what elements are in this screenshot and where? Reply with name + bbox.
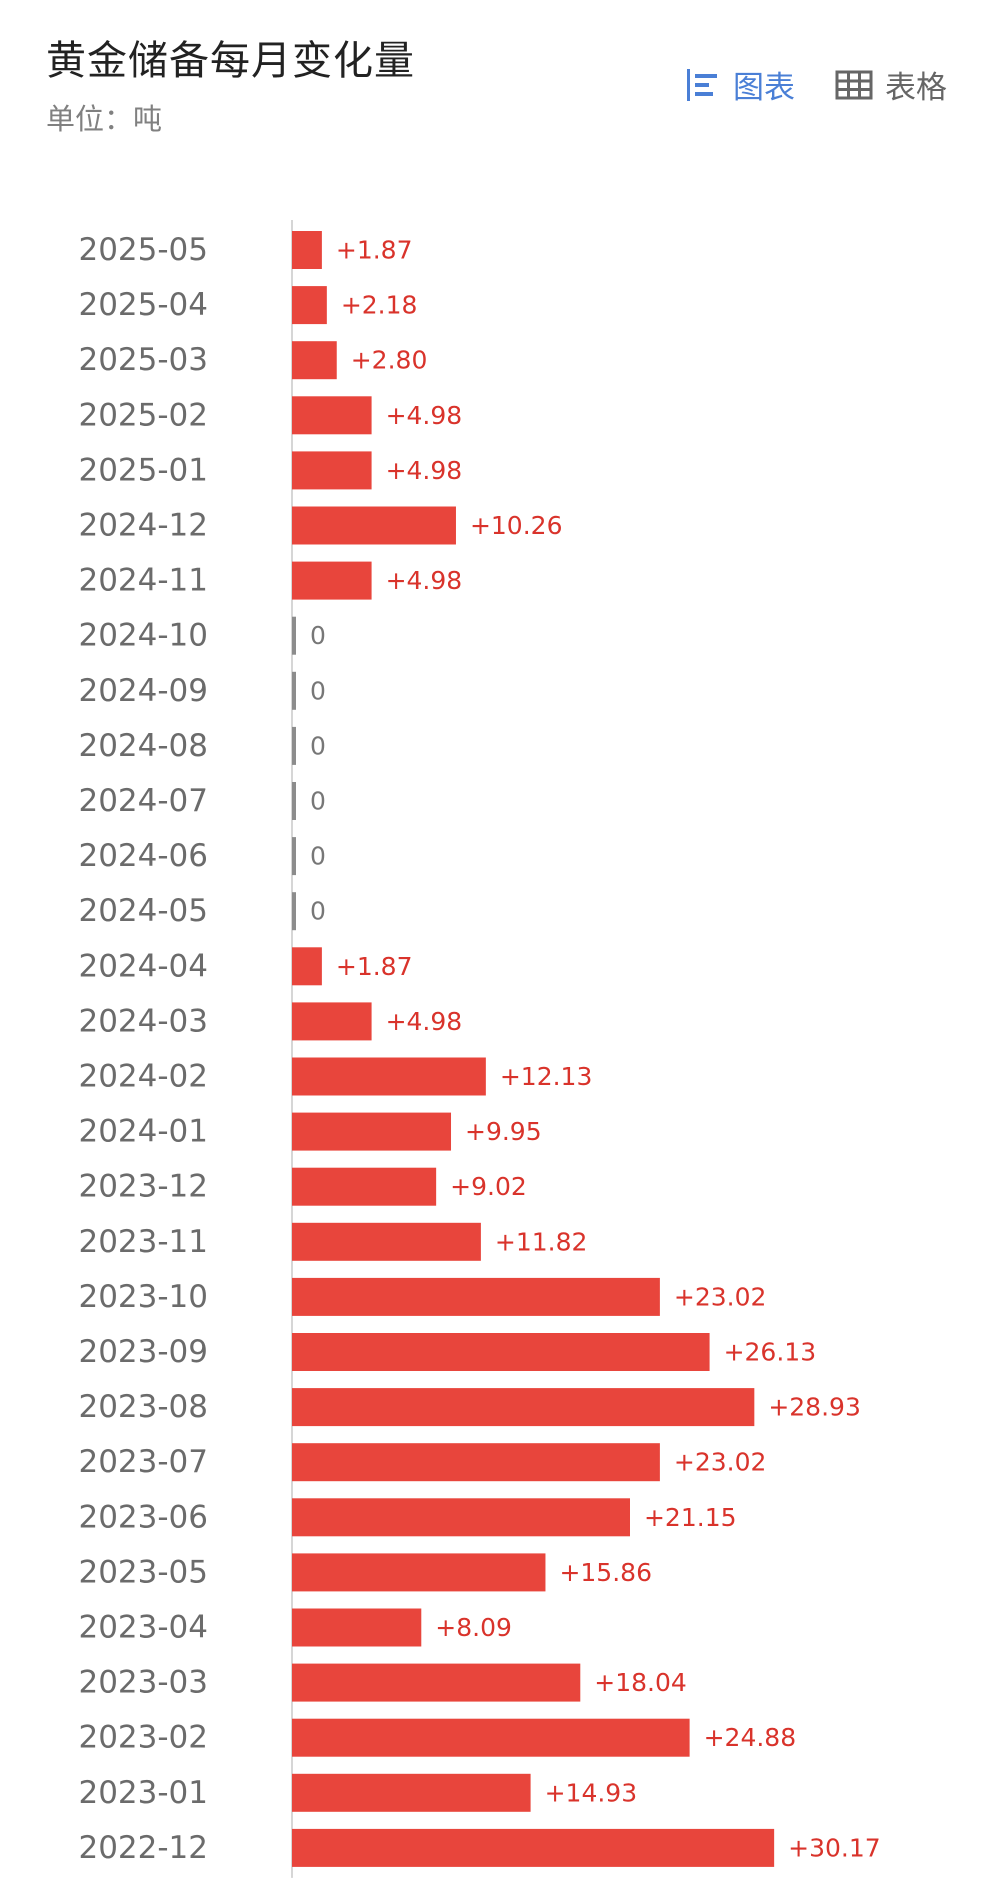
category-label: 2023-05	[78, 1554, 208, 1590]
category-label: 2022-12	[78, 1830, 208, 1866]
category-label: 2025-01	[78, 452, 208, 488]
value-label: +2.80	[351, 346, 428, 375]
value-label: +14.93	[545, 1778, 638, 1807]
value-label: +30.17	[788, 1833, 881, 1862]
value-label: 0	[310, 731, 326, 760]
value-label: +1.87	[336, 236, 413, 265]
bar	[292, 286, 327, 325]
value-label: 0	[310, 787, 326, 816]
bar	[292, 616, 296, 655]
bar	[292, 1718, 690, 1757]
bar	[292, 1773, 531, 1812]
category-label: 2023-10	[78, 1279, 208, 1315]
value-label: 0	[310, 842, 326, 871]
value-label: 0	[310, 621, 326, 650]
value-label: 0	[310, 676, 326, 705]
value-label: +4.98	[386, 566, 463, 595]
chart-title: 黄金储备每月变化量	[46, 38, 415, 84]
bar	[292, 1443, 660, 1482]
value-label: +23.02	[674, 1448, 767, 1477]
bar	[292, 947, 322, 986]
table-icon	[835, 70, 873, 99]
bar	[292, 1057, 486, 1096]
category-label: 2023-09	[78, 1334, 208, 1370]
bar	[292, 561, 372, 600]
bar	[292, 1333, 710, 1371]
category-label: 2025-03	[78, 342, 208, 378]
category-label: 2024-10	[78, 618, 208, 654]
value-label: +12.13	[500, 1062, 593, 1091]
bar	[292, 671, 296, 710]
value-label: +9.95	[465, 1117, 542, 1146]
value-label: +24.88	[704, 1723, 797, 1752]
category-label: 2023-04	[78, 1610, 208, 1646]
category-label: 2024-09	[78, 673, 208, 709]
value-label: +1.87	[336, 952, 413, 981]
table-view-button[interactable]: 表格	[835, 62, 947, 107]
category-label: 2024-02	[78, 1059, 208, 1095]
value-label: +21.15	[644, 1503, 737, 1532]
category-label: 2024-08	[78, 728, 208, 764]
category-label: 2024-07	[78, 783, 208, 819]
value-label: +18.04	[594, 1668, 687, 1697]
category-label: 2023-12	[78, 1169, 208, 1205]
bar	[292, 1277, 660, 1316]
bar	[292, 506, 456, 545]
bar	[292, 1222, 481, 1261]
chart-view-button[interactable]: 图表	[685, 62, 795, 107]
value-label: +4.98	[386, 401, 463, 430]
bar-chart-icon	[687, 68, 717, 101]
category-label: 2023-02	[78, 1720, 208, 1756]
bar	[292, 451, 372, 490]
bar	[292, 231, 322, 269]
bar	[292, 1828, 775, 1867]
bar	[292, 1002, 372, 1041]
category-label: 2023-03	[78, 1665, 208, 1701]
bar	[292, 726, 296, 765]
bar	[292, 837, 296, 876]
chart-view-label: 图表	[733, 70, 795, 106]
category-label: 2023-11	[78, 1224, 208, 1260]
category-label: 2025-05	[78, 232, 208, 268]
value-label: +23.02	[674, 1282, 767, 1311]
table-view-label: 表格	[885, 70, 947, 106]
bar	[292, 782, 296, 820]
category-label: 2024-06	[78, 838, 208, 874]
bar	[292, 1112, 452, 1151]
value-label: +28.93	[768, 1393, 861, 1422]
bar	[292, 1167, 437, 1206]
value-label: +11.82	[495, 1227, 588, 1256]
value-label: +10.26	[470, 511, 563, 540]
category-label: 2023-01	[78, 1775, 208, 1811]
value-label: +15.86	[559, 1558, 652, 1587]
value-label: +26.13	[724, 1338, 817, 1367]
bar	[292, 1498, 630, 1537]
category-label: 2025-02	[78, 397, 208, 433]
category-label: 2024-12	[78, 508, 208, 544]
category-label: 2025-04	[78, 287, 208, 323]
bar	[292, 341, 337, 380]
category-label: 2024-03	[78, 1003, 208, 1039]
bar	[292, 1663, 581, 1702]
category-label: 2024-01	[78, 1114, 208, 1150]
bar	[292, 1388, 755, 1427]
value-label: +2.18	[341, 291, 418, 320]
value-label: +9.02	[450, 1172, 527, 1201]
category-label: 2024-05	[78, 893, 208, 929]
bar	[292, 1553, 546, 1592]
unit-label: 单位：吨	[46, 102, 163, 136]
bar	[292, 1608, 422, 1647]
category-label: 2023-07	[78, 1444, 208, 1480]
value-label: 0	[310, 897, 326, 926]
value-label: +4.98	[386, 1007, 463, 1036]
category-label: 2024-04	[78, 948, 208, 984]
category-label: 2023-06	[78, 1499, 208, 1535]
bar	[292, 892, 296, 931]
category-label: 2024-11	[78, 563, 208, 599]
value-label: +8.09	[435, 1613, 512, 1642]
bar	[292, 396, 372, 435]
value-label: +4.98	[386, 456, 463, 485]
category-label: 2023-08	[78, 1389, 208, 1425]
